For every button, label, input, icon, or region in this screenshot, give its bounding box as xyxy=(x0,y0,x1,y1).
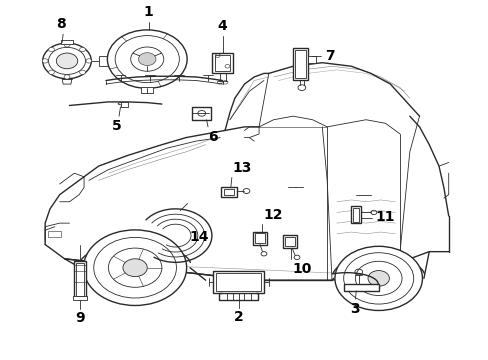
Text: 11: 11 xyxy=(375,210,394,224)
Text: 9: 9 xyxy=(75,311,85,325)
Circle shape xyxy=(48,48,85,75)
Text: 1: 1 xyxy=(143,5,153,19)
Circle shape xyxy=(80,48,85,52)
Text: 6: 6 xyxy=(208,130,218,144)
Text: 2: 2 xyxy=(233,310,243,324)
Text: 8: 8 xyxy=(56,17,66,31)
Bar xyxy=(120,102,128,107)
Text: 14: 14 xyxy=(189,230,208,244)
Circle shape xyxy=(343,253,413,304)
Bar xyxy=(353,208,359,222)
Circle shape xyxy=(107,30,187,88)
Circle shape xyxy=(83,230,186,306)
Bar xyxy=(47,231,61,237)
Bar xyxy=(351,206,361,224)
Bar xyxy=(73,296,87,301)
Bar xyxy=(253,232,266,244)
Circle shape xyxy=(355,261,401,296)
Bar xyxy=(294,50,305,78)
Circle shape xyxy=(115,36,179,83)
Bar xyxy=(216,273,261,291)
Circle shape xyxy=(108,248,162,287)
Circle shape xyxy=(64,75,70,79)
Circle shape xyxy=(56,53,78,69)
Text: 12: 12 xyxy=(263,208,282,222)
Text: 3: 3 xyxy=(350,302,360,316)
Circle shape xyxy=(80,70,85,75)
Text: 7: 7 xyxy=(325,49,334,63)
Bar xyxy=(221,187,236,197)
Bar xyxy=(211,53,233,73)
Circle shape xyxy=(86,59,92,63)
Bar xyxy=(292,49,307,80)
Circle shape xyxy=(48,70,54,75)
Bar xyxy=(214,55,230,71)
Bar xyxy=(61,40,73,44)
Ellipse shape xyxy=(42,43,91,79)
Circle shape xyxy=(64,43,70,47)
Circle shape xyxy=(130,47,163,71)
Circle shape xyxy=(42,59,48,63)
Bar xyxy=(99,56,108,66)
Text: 10: 10 xyxy=(292,262,311,276)
Bar xyxy=(307,55,316,63)
Bar xyxy=(344,284,378,291)
Circle shape xyxy=(122,259,147,276)
Text: 13: 13 xyxy=(232,161,252,175)
Text: 4: 4 xyxy=(217,19,227,33)
Bar xyxy=(141,87,153,93)
Circle shape xyxy=(367,271,388,286)
Circle shape xyxy=(138,53,156,66)
Bar xyxy=(283,235,296,248)
Bar xyxy=(224,189,233,195)
Circle shape xyxy=(48,48,54,52)
Bar xyxy=(285,237,294,246)
Text: 5: 5 xyxy=(112,119,122,133)
Circle shape xyxy=(94,237,176,298)
Bar xyxy=(74,261,86,297)
Bar xyxy=(76,263,84,296)
Bar xyxy=(255,234,264,243)
Bar xyxy=(213,271,264,293)
Circle shape xyxy=(334,246,422,310)
